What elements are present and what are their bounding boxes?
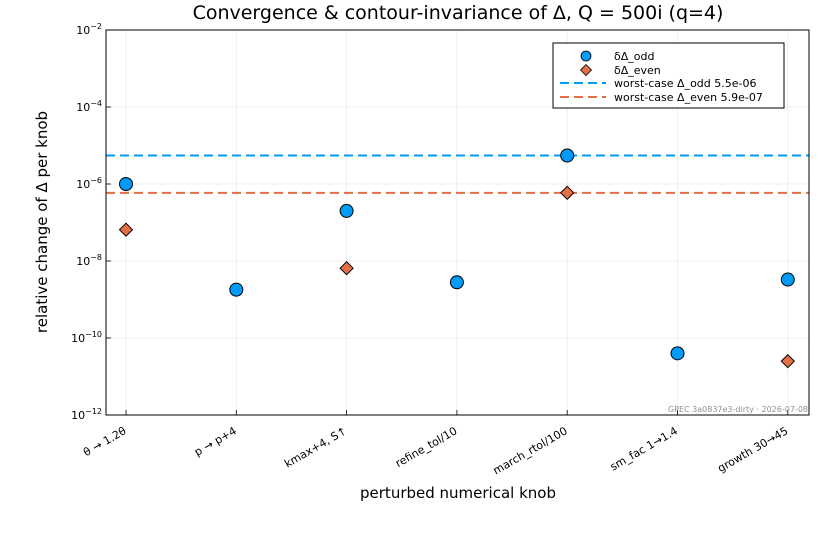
y-tick-label: 10−8 <box>76 253 102 268</box>
x-tick-label: kmax+4, S↑ <box>282 424 349 470</box>
legend-marker-even <box>579 63 593 77</box>
y-axis-title: relative change of Δ per knob <box>33 111 51 333</box>
data-point-even <box>339 260 354 276</box>
x-tick-label: refine_tol/10 <box>393 424 459 470</box>
data-markers <box>118 148 796 369</box>
x-tick-label: growth 30→45 <box>715 424 790 475</box>
y-tick-label: 10−4 <box>76 99 102 114</box>
chart-title: Convergence & contour-invariance of Δ, Q… <box>193 2 724 24</box>
reference-lines <box>106 154 809 194</box>
build-annotation: GPEC 3a0837e3-dirty · 2026-07-08 <box>668 405 808 414</box>
legend-label-worst-odd: worst-case Δ_odd 5.5e-06 <box>614 77 757 90</box>
x-tick-label: sm_fac 1→1.4 <box>608 424 680 473</box>
y-tick-label: 10−10 <box>71 330 102 345</box>
y-tick-label: 10−2 <box>76 22 102 37</box>
legend-label-odd: δΔ_odd <box>614 50 654 63</box>
x-tick-label: θ → 1.2θ <box>81 424 129 459</box>
data-point-odd <box>449 275 464 290</box>
x-tick-label: p → p+4 <box>192 424 239 458</box>
data-point-odd <box>339 203 354 218</box>
data-point-odd <box>670 346 685 361</box>
y-tick-label: 10−6 <box>76 176 102 191</box>
legend: δΔ_odd δΔ_even worst-case Δ_odd 5.5e-06 … <box>552 42 785 109</box>
x-axis-title: perturbed numerical knob <box>360 484 556 502</box>
data-point-even <box>780 353 796 369</box>
legend-marker-odd <box>580 50 592 62</box>
legend-label-worst-even: worst-case Δ_even 5.9e-07 <box>614 91 763 104</box>
data-point-odd <box>119 177 133 191</box>
legend-label-even: δΔ_even <box>614 64 661 77</box>
plot-area-frame <box>105 29 810 416</box>
data-point-odd <box>560 148 575 163</box>
x-tick-label: march_rtol/100 <box>491 424 570 477</box>
data-point-odd <box>229 282 244 297</box>
data-point-odd <box>780 272 795 287</box>
y-tick-label: 10−12 <box>71 407 102 422</box>
data-point-even <box>559 185 575 201</box>
data-point-even <box>118 222 134 237</box>
